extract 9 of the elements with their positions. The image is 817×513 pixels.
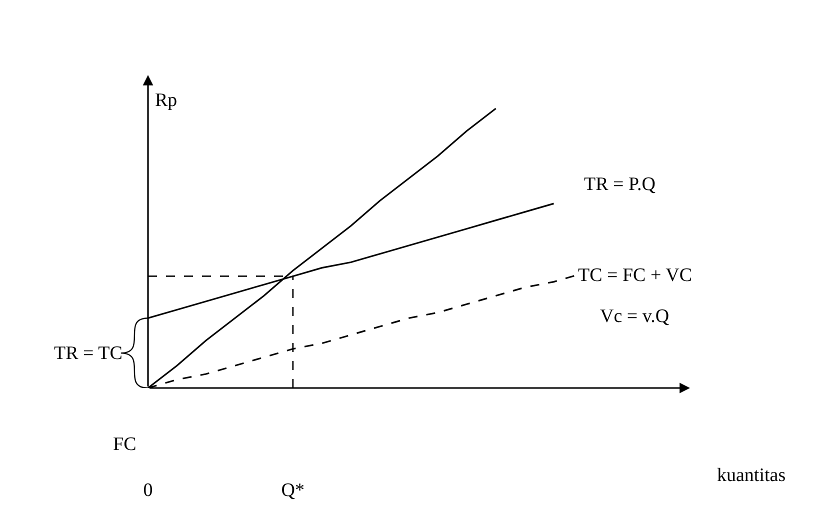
x-tick-label: 0 bbox=[143, 480, 153, 501]
y-axis-title: Rp bbox=[155, 90, 178, 111]
annotation: Vc = v.Q bbox=[600, 306, 670, 327]
x-tick-label: Q* bbox=[281, 480, 305, 501]
annotation: TC = FC + VC bbox=[578, 265, 692, 286]
text: TR = TC bbox=[54, 343, 122, 364]
annotation: TR = P.Q bbox=[584, 174, 656, 195]
text: FC bbox=[113, 434, 136, 455]
x-axis-title: kuantitas bbox=[717, 465, 786, 486]
